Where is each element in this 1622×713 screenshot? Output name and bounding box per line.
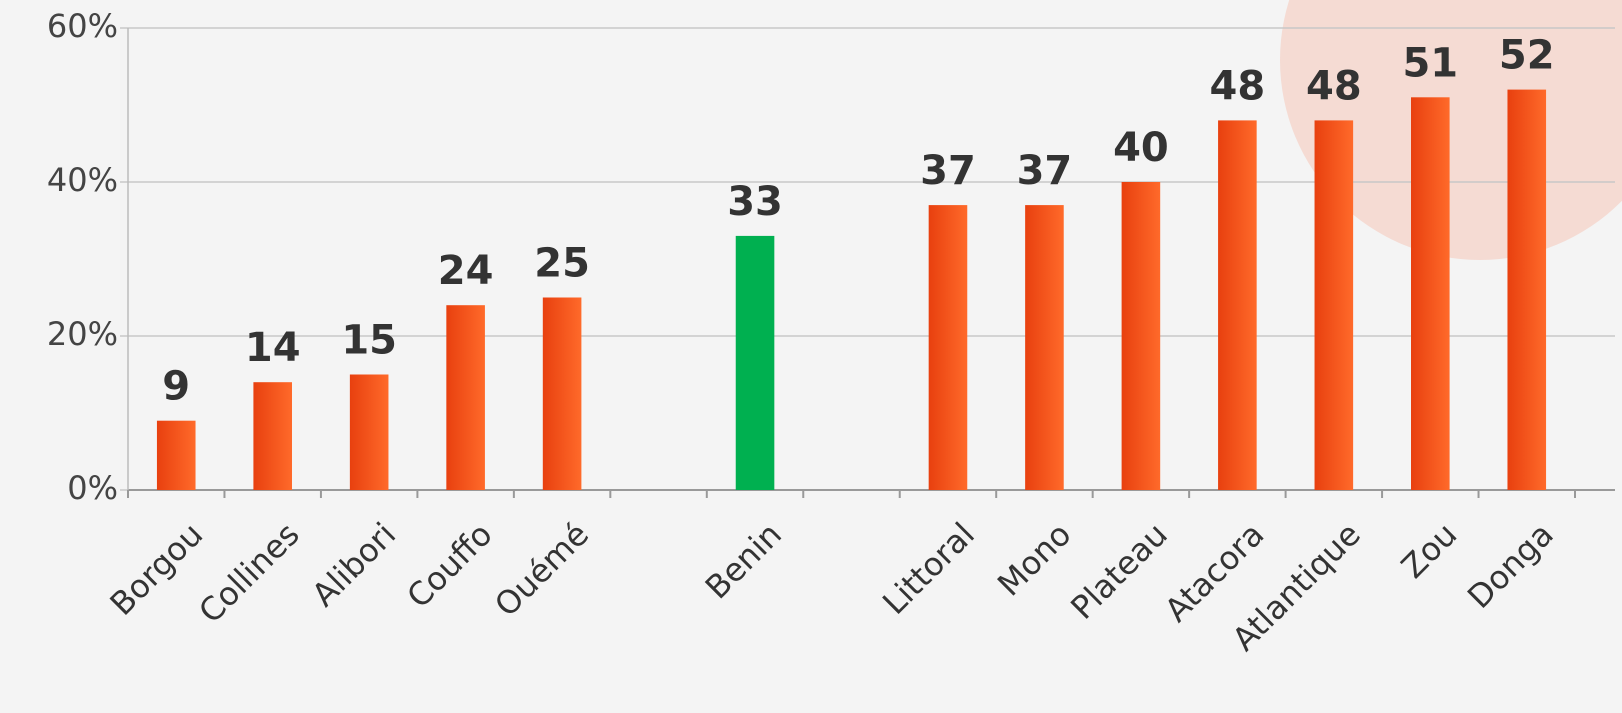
bar [1411,97,1450,491]
y-tick-label: 20% [47,315,118,353]
data-label: 24 [438,248,494,294]
bar [928,205,968,490]
data-label: 33 [727,179,783,225]
data-label: 25 [534,241,590,287]
data-label: 37 [1017,148,1073,194]
data-label: 9 [162,364,190,410]
data-label: 15 [341,318,397,364]
x-tick-label: Couffo [399,515,499,615]
bar [253,382,292,490]
x-tick-label: Benin [698,515,789,606]
bar [542,297,582,490]
data-label: 40 [1113,125,1169,171]
x-tick-label: Donga [1460,515,1561,616]
bar [1314,120,1354,491]
x-tick-label: Zou [1394,515,1465,586]
bar [446,305,485,490]
y-tick-label: 60% [47,7,118,45]
x-tick-label: Collines [191,515,306,630]
bar [1121,182,1161,490]
data-label: 14 [245,325,301,371]
data-label: 48 [1306,63,1362,109]
data-label: 48 [1210,63,1266,109]
bar [1507,89,1547,490]
bar [156,420,196,490]
data-label: 52 [1499,33,1555,79]
bar [1218,120,1257,491]
x-tick-label: Ouémé [487,515,596,624]
y-tick-label: 0% [67,469,118,507]
bar [735,235,775,490]
data-label: 37 [920,148,976,194]
bar [1025,205,1064,490]
data-label: 51 [1402,40,1458,86]
bar [349,374,389,490]
x-tick-label: Plateau [1063,515,1175,627]
x-tick-label: Mono [990,515,1078,603]
y-tick-label: 40% [47,161,118,199]
x-tick-label: Littoral [875,515,982,622]
x-tick-label: Alibori [304,515,403,614]
